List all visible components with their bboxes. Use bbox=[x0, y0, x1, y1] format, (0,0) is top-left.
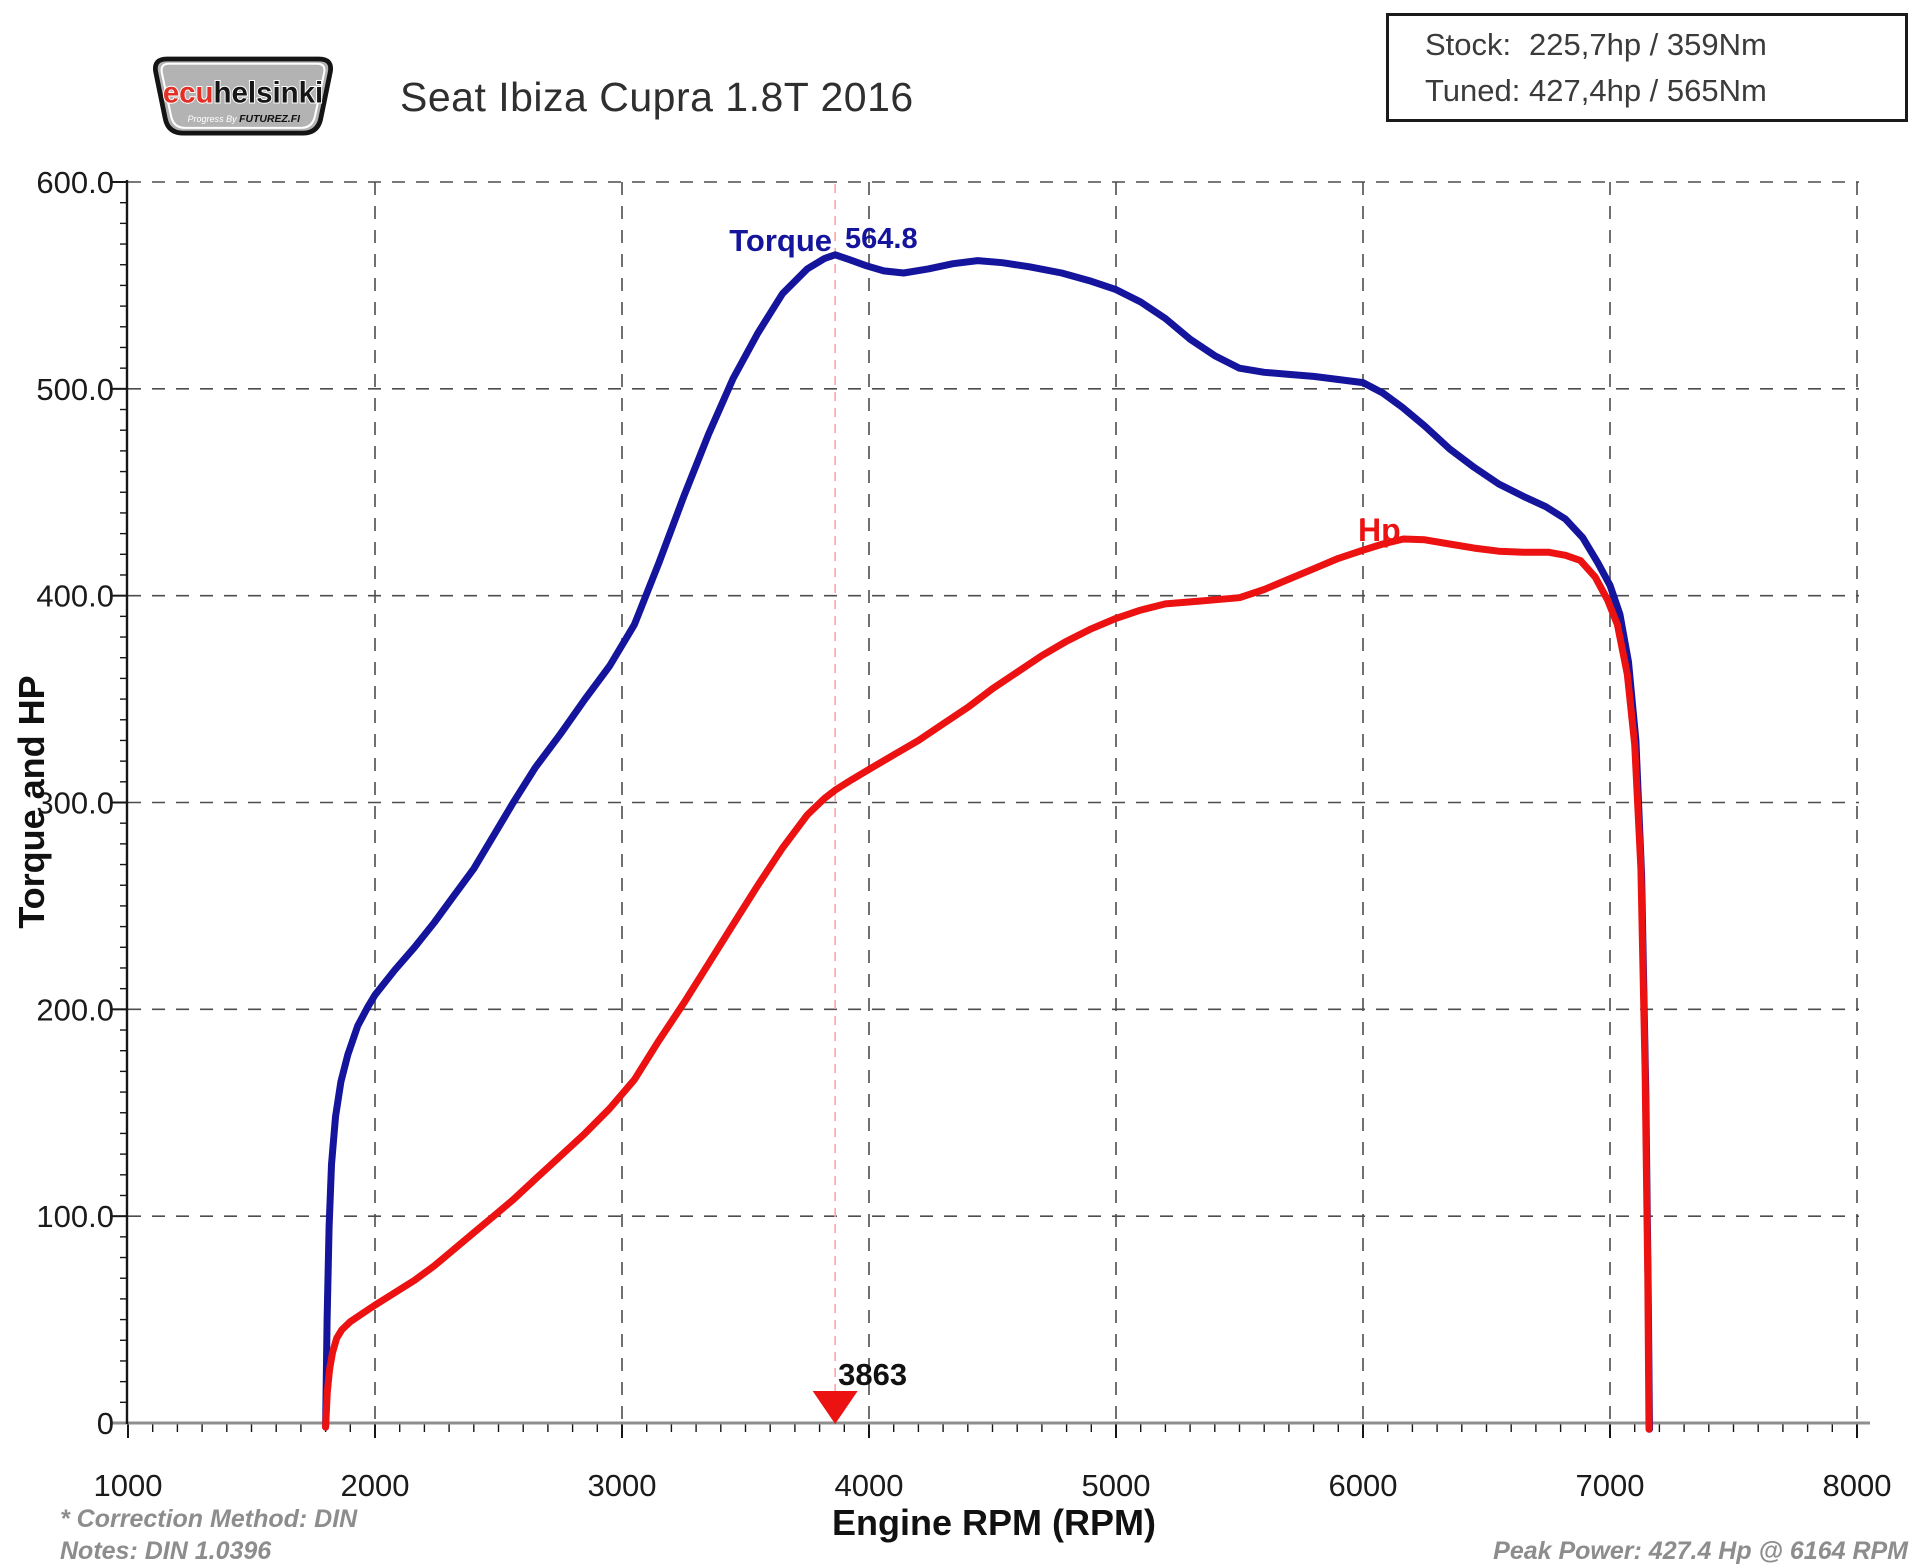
x-tick-label: 1000 bbox=[94, 1468, 163, 1503]
peak-power-text: Peak Power: 427.4 Hp @ 6164 RPM bbox=[1493, 1537, 1908, 1565]
ecuhelsinki-logo-graphic: ecuhelsinki Progress By FUTUREZ.FI bbox=[152, 56, 334, 136]
correction-method-note: * Correction Method: DIN bbox=[60, 1505, 358, 1533]
hp-curve bbox=[322, 535, 1653, 1433]
x-tick-label: 5000 bbox=[1082, 1468, 1151, 1503]
x-tick-label: 4000 bbox=[835, 1468, 904, 1503]
logo-wordmark: ecuhelsinki bbox=[163, 77, 323, 110]
x-tick-label: 8000 bbox=[1823, 1468, 1892, 1503]
y-axis-title: Torque and HP bbox=[11, 675, 52, 928]
y-tick-label: 100.0 bbox=[36, 1199, 114, 1234]
y-tick-label: 500.0 bbox=[36, 372, 114, 407]
torque-curve bbox=[322, 251, 1653, 1433]
tuned-value: 427,4hp / 565Nm bbox=[1529, 72, 1767, 108]
peak-rpm-triangle-icon bbox=[812, 1391, 858, 1424]
y-tick-label: 400.0 bbox=[36, 579, 114, 614]
x-tick-label: 7000 bbox=[1576, 1468, 1645, 1503]
ecuhelsinki-logo: ecuhelsinki Progress By FUTUREZ.FI bbox=[148, 54, 338, 140]
torque-curve-label: Torque bbox=[729, 223, 832, 258]
stock-label: Stock: bbox=[1425, 26, 1512, 62]
hp-curve-label: Hp bbox=[1358, 512, 1401, 548]
logo-shape bbox=[152, 56, 334, 136]
stock-tuned-box: Stock: 225,7hp / 359Nm Tuned: 427,4hp / … bbox=[1386, 13, 1908, 122]
x-tick-label: 3000 bbox=[588, 1468, 657, 1503]
tuned-label: Tuned: bbox=[1425, 72, 1521, 108]
stock-row: Stock: 225,7hp / 359Nm bbox=[1425, 27, 1905, 63]
stock-value: 225,7hp / 359Nm bbox=[1529, 26, 1767, 62]
y-tick-label: 0 bbox=[97, 1406, 114, 1441]
tuned-row: Tuned: 427,4hp / 565Nm bbox=[1425, 73, 1905, 109]
torque-peak-value-label: 564.8 bbox=[845, 223, 918, 255]
y-tick-label: 200.0 bbox=[36, 992, 114, 1027]
notes-text: Notes: DIN 1.0396 bbox=[60, 1537, 272, 1565]
logo-inner-keyline bbox=[160, 62, 326, 129]
page-title: Seat Ibiza Cupra 1.8T 2016 bbox=[400, 74, 914, 120]
x-tick-label: 2000 bbox=[341, 1468, 410, 1503]
x-axis-title: Engine RPM (RPM) bbox=[832, 1502, 1156, 1543]
logo-tagline: Progress By FUTUREZ.FI bbox=[188, 114, 302, 125]
y-tick-label: 300.0 bbox=[36, 786, 114, 821]
y-tick-label: 600.0 bbox=[36, 165, 114, 200]
x-tick-label: 6000 bbox=[1329, 1468, 1398, 1503]
peak-rpm-label: 3863 bbox=[838, 1357, 907, 1392]
